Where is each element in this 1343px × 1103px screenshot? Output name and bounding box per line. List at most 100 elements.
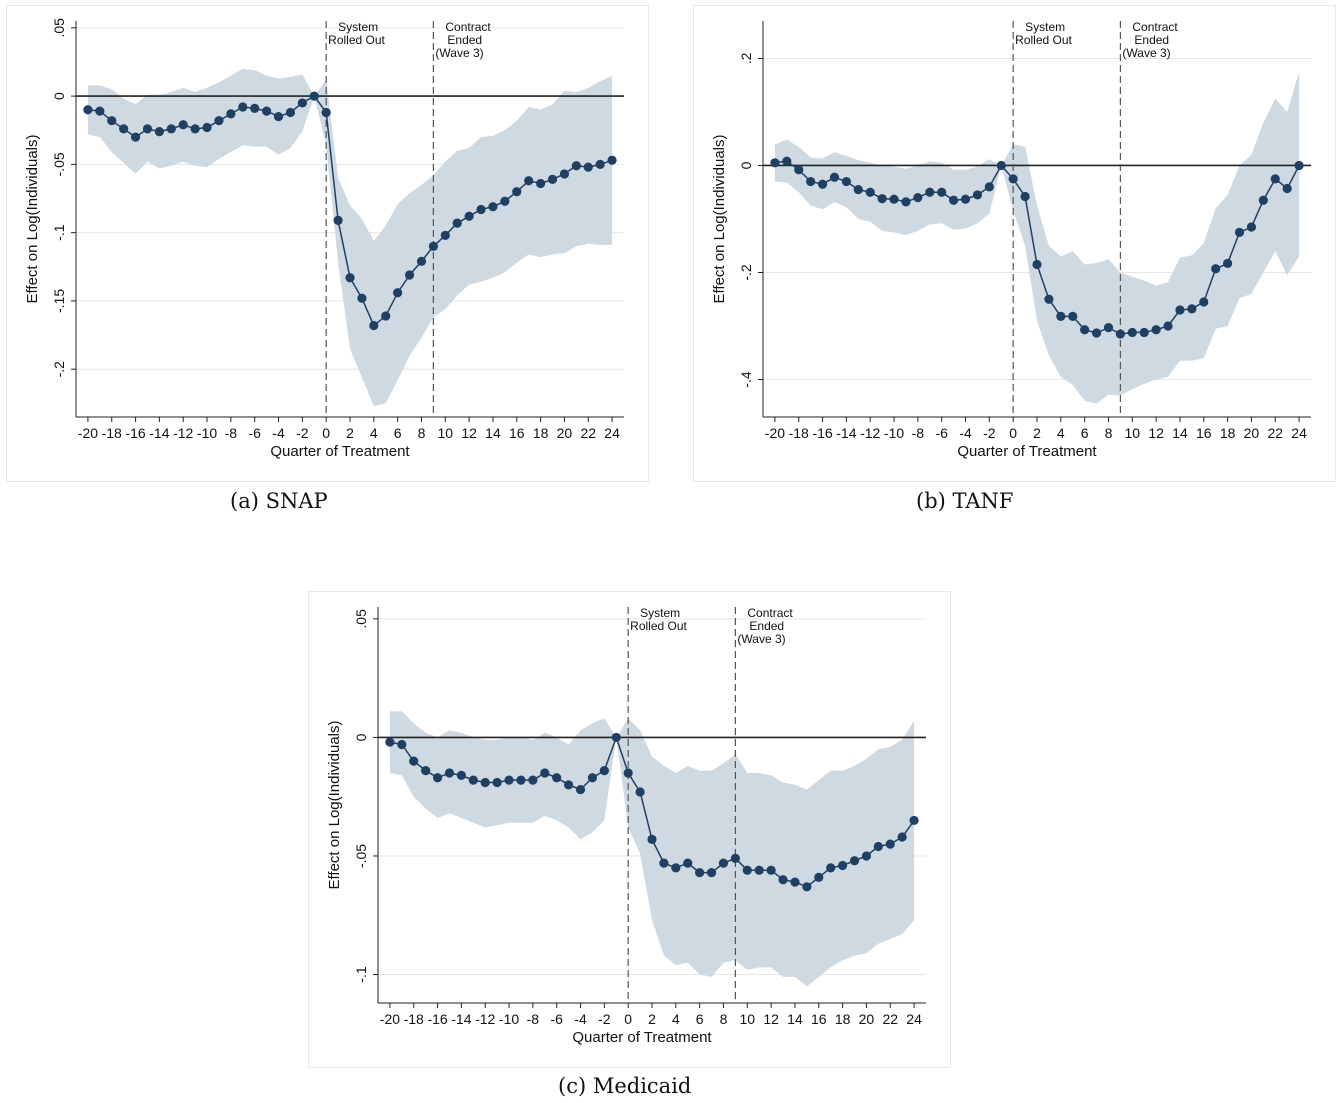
data-point bbox=[547, 174, 558, 184]
annotation-line: Contract bbox=[445, 20, 491, 34]
contract-end-annotation: Contract Ended (Wave 3) bbox=[737, 606, 793, 646]
annotation-line: System bbox=[338, 20, 378, 34]
data-point bbox=[409, 756, 419, 766]
data-point bbox=[1223, 258, 1233, 269]
x-tick-label: 16 bbox=[811, 1011, 827, 1027]
x-tick-label: -6 bbox=[550, 1011, 563, 1027]
x-tick-label: 0 bbox=[1009, 425, 1017, 441]
data-point bbox=[960, 194, 971, 204]
data-point bbox=[754, 865, 764, 875]
annotation-line: Rolled Out bbox=[630, 619, 687, 633]
x-tick-label: -10 bbox=[499, 1011, 519, 1027]
x-axis-title: Quarter of Treatment bbox=[270, 443, 410, 460]
x-tick-label: 14 bbox=[485, 425, 501, 441]
snap-chart: .05 0 -.05 -.1 -.15 -.2 System Rolled Out Contra… bbox=[6, 5, 649, 482]
y-tick-label: -.1 bbox=[51, 224, 67, 241]
confidence-band bbox=[87, 68, 613, 407]
x-tick-label: 4 bbox=[672, 1011, 680, 1027]
x-tick-label: 20 bbox=[557, 425, 573, 441]
contract-end-annotation: Contract Ended (Wave 3) bbox=[1122, 20, 1178, 60]
x-tick-label: 16 bbox=[1196, 425, 1212, 441]
data-point bbox=[1294, 160, 1304, 171]
x-tick-label: -12 bbox=[475, 1011, 495, 1027]
data-point bbox=[996, 160, 1006, 171]
annotation-line: Contract bbox=[1132, 20, 1178, 34]
x-tick-label: 6 bbox=[1081, 425, 1089, 441]
data-point bbox=[357, 293, 367, 303]
x-tick-label: -12 bbox=[860, 425, 880, 441]
data-point bbox=[397, 739, 407, 750]
data-point bbox=[853, 184, 863, 195]
data-point bbox=[385, 737, 395, 747]
x-tick-label: -8 bbox=[225, 425, 238, 441]
data-point bbox=[285, 107, 296, 118]
data-point bbox=[202, 122, 212, 133]
data-point bbox=[695, 867, 705, 878]
data-point bbox=[536, 178, 546, 189]
data-point bbox=[1282, 183, 1292, 194]
panel-medicaid: .05 0 -.05 -.1 System Rolled Out Contract Ended… bbox=[308, 591, 951, 1068]
caption-medicaid: (c) Medicaid bbox=[558, 1074, 692, 1098]
x-tick-label: 2 bbox=[648, 1011, 656, 1027]
x-tick-label: -20 bbox=[78, 425, 98, 441]
data-point bbox=[154, 127, 164, 137]
data-point bbox=[806, 176, 816, 187]
data-point bbox=[877, 194, 887, 204]
x-axis-title: Quarter of Treatment bbox=[572, 1029, 712, 1046]
data-point bbox=[949, 195, 959, 205]
data-point bbox=[488, 202, 498, 212]
data-point bbox=[393, 288, 403, 298]
data-point bbox=[984, 182, 994, 192]
x-tick-label: 10 bbox=[1125, 425, 1141, 441]
data-point bbox=[250, 103, 260, 113]
data-point bbox=[404, 270, 415, 280]
data-point bbox=[142, 124, 153, 134]
tanf-chart: .2 0 -.2 -.4 System Rolled Out Contract Ended (W… bbox=[693, 5, 1336, 482]
data-point bbox=[333, 215, 343, 225]
data-point bbox=[1127, 327, 1137, 338]
data-point bbox=[575, 784, 586, 795]
x-tick-label: -4 bbox=[959, 425, 972, 441]
y-tick-label: .2 bbox=[738, 52, 754, 64]
y-tick-label: -.2 bbox=[738, 264, 754, 281]
data-point bbox=[178, 120, 188, 130]
data-point bbox=[635, 787, 645, 797]
data-point bbox=[297, 98, 307, 108]
rollout-annotation: System Rolled Out bbox=[630, 606, 687, 633]
x-tick-label: -10 bbox=[197, 425, 217, 441]
data-point bbox=[1080, 325, 1090, 335]
data-point bbox=[889, 194, 899, 204]
x-tick-label: 6 bbox=[394, 425, 402, 441]
data-point bbox=[432, 773, 443, 783]
data-point bbox=[369, 320, 379, 331]
x-tick-label: 18 bbox=[1220, 425, 1236, 441]
data-point bbox=[571, 161, 581, 171]
x-tick-label: -16 bbox=[125, 425, 145, 441]
data-point bbox=[1091, 328, 1102, 338]
data-point bbox=[107, 116, 117, 126]
data-point bbox=[540, 768, 550, 778]
caption-tanf: (b) TANF bbox=[916, 489, 1014, 513]
annotation-line: (Wave 3) bbox=[737, 632, 785, 646]
data-point bbox=[770, 158, 780, 168]
data-point bbox=[464, 211, 474, 221]
y-tick-label: -.2 bbox=[51, 361, 67, 378]
data-point bbox=[885, 839, 895, 849]
data-point bbox=[1151, 325, 1161, 335]
annotation-line: Ended bbox=[447, 33, 482, 47]
data-point bbox=[1068, 311, 1078, 321]
data-point bbox=[873, 841, 883, 852]
y-tick-label: -.1 bbox=[353, 966, 369, 983]
data-point bbox=[166, 124, 176, 134]
data-point bbox=[766, 865, 776, 875]
data-point bbox=[925, 187, 935, 197]
data-point bbox=[381, 311, 391, 321]
x-tick-label: 20 bbox=[1244, 425, 1260, 441]
data-point bbox=[611, 732, 621, 743]
data-point bbox=[416, 256, 427, 266]
data-point bbox=[492, 777, 502, 788]
data-point bbox=[309, 91, 319, 101]
data-point bbox=[814, 872, 824, 882]
data-point bbox=[468, 775, 478, 785]
x-tick-label: 16 bbox=[509, 425, 525, 441]
